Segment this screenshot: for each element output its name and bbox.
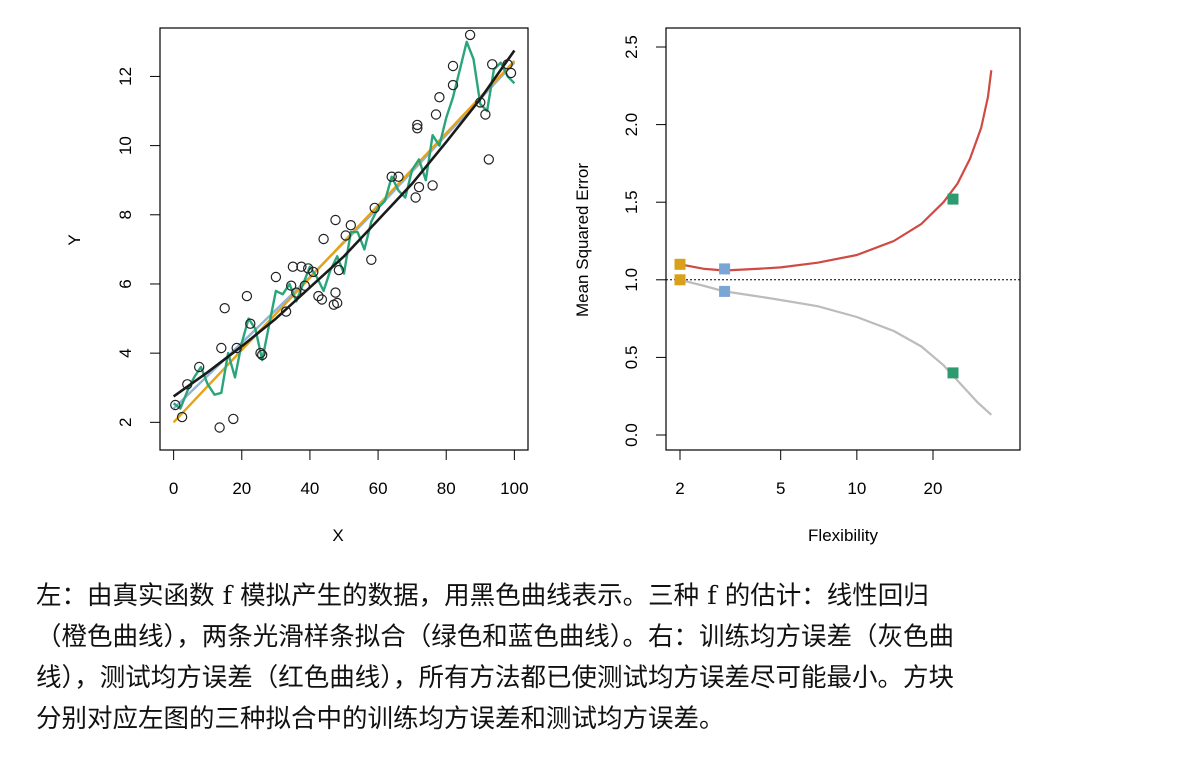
caption-line: 分别对应左图的三种拟合中的训练均方误差和测试均方误差。 [36,704,725,734]
figure-caption: 左：由真实函数 f 模拟产生的数据，用黑色曲线表示。三种 f 的估计：线性回归 … [36,576,1166,740]
caption-line: 线），测试均方误差（红色曲线），所有方法都已使测试均方误差尽可能最小。方块 [36,663,955,693]
data-point [299,280,310,291]
x-tick-label: 100 [500,479,528,498]
mse-marker [947,367,959,379]
y-tick-label: 6 [116,279,135,288]
left-x-label: X [332,526,343,545]
data-point [241,290,253,302]
data-point [505,67,517,79]
mse-marker [674,258,686,270]
data-point [480,109,491,120]
left-y-label: Y [65,234,84,245]
y-tick-label: 12 [116,67,135,86]
y-tick-label: 2.5 [622,35,641,59]
mse-marker [719,285,731,297]
y-tick-label: 0.5 [622,346,641,370]
y-tick-label: 0.0 [622,423,641,447]
x-tick-label: 60 [369,479,388,498]
y-tick-label: 2 [116,418,135,427]
data-point [340,230,351,241]
data-point [219,303,230,314]
data-point [228,413,239,425]
data-point [345,219,356,231]
data-point [214,422,225,433]
x-tick-label: 20 [232,479,251,498]
right-mse-plot: 2 5 10 20 0.0 0.5 1.0 1.5 2.0 2.5 Flexibility Me… [573,27,1021,545]
caption-line: 左：由真实函数 f 模拟产生的数据，用黑色曲线表示。三种 f 的估计：线性回归 [36,581,929,611]
x-tick-label: 10 [847,479,866,498]
data-point [410,192,421,203]
data-point [287,261,299,272]
y-tick-label: 2.0 [622,113,641,137]
data-point [255,347,266,359]
data-point [231,342,242,354]
data-point [216,342,227,354]
data-point [447,60,459,72]
left-plot-frame [159,27,529,451]
x-tick-label: 5 [776,479,785,498]
test-mse-curve [679,70,993,272]
caption-line: （橙色曲线），两条光滑样条拟合（绿色和蓝色曲线）。右：训练均方误差（灰色曲 [36,622,955,652]
data-point [318,233,329,245]
data-point [308,266,319,278]
truth-curve [172,49,516,398]
data-point [182,379,193,390]
data-point [393,171,404,182]
data-point [270,271,282,283]
data-point [487,59,498,70]
data-point [257,349,268,361]
x-tick-label: 20 [924,479,943,498]
x-tick-label: 0 [169,479,178,498]
data-point [313,290,324,302]
data-point [483,154,494,165]
data-point [245,318,256,329]
data-point [333,264,345,276]
data-point [430,109,442,120]
figure: 0 20 40 60 80 100 2 4 6 8 10 12 X Y 2 5 10 20 0.0 0.5 1… [65,27,1021,545]
data-point [386,171,397,182]
train-mse-curve [679,278,993,416]
y-tick-label: 1.5 [622,190,641,214]
data-point [316,294,328,305]
data-point [427,180,438,191]
data-point [176,411,188,423]
x-tick-label: 40 [300,479,319,498]
right-x-label: Flexibility [808,526,878,545]
data-point [330,214,341,226]
x-tick-label: 80 [437,479,456,498]
y-tick-label: 8 [116,210,135,219]
left-scatter-plot: 0 20 40 60 80 100 2 4 6 8 10 12 X Y [65,27,529,545]
data-point [332,297,343,309]
data-point [447,79,459,91]
data-point [413,181,425,193]
data-point [170,399,181,411]
y-tick-label: 4 [116,348,135,357]
smooth-green-curve [172,40,516,410]
data-point [475,97,486,108]
data-point [412,123,423,134]
mse-marker [674,274,686,286]
x-tick-label: 2 [675,479,684,498]
data-point [366,254,377,265]
data-point [291,287,302,298]
data-point [303,263,314,274]
right-y-label: Mean Squared Error [573,163,592,317]
data-point [412,119,423,131]
data-point [434,91,445,103]
data-point [286,280,297,291]
data-point [330,287,341,298]
data-point [464,29,476,41]
data-point [280,306,292,317]
mse-marker [947,193,959,205]
right-plot-frame [665,27,1021,451]
data-point [296,261,307,272]
y-tick-label: 10 [116,136,135,155]
y-tick-label: 1.0 [622,268,641,292]
data-point [193,361,205,373]
mse-marker [719,263,731,275]
data-point [369,202,380,214]
data-point [502,59,513,70]
